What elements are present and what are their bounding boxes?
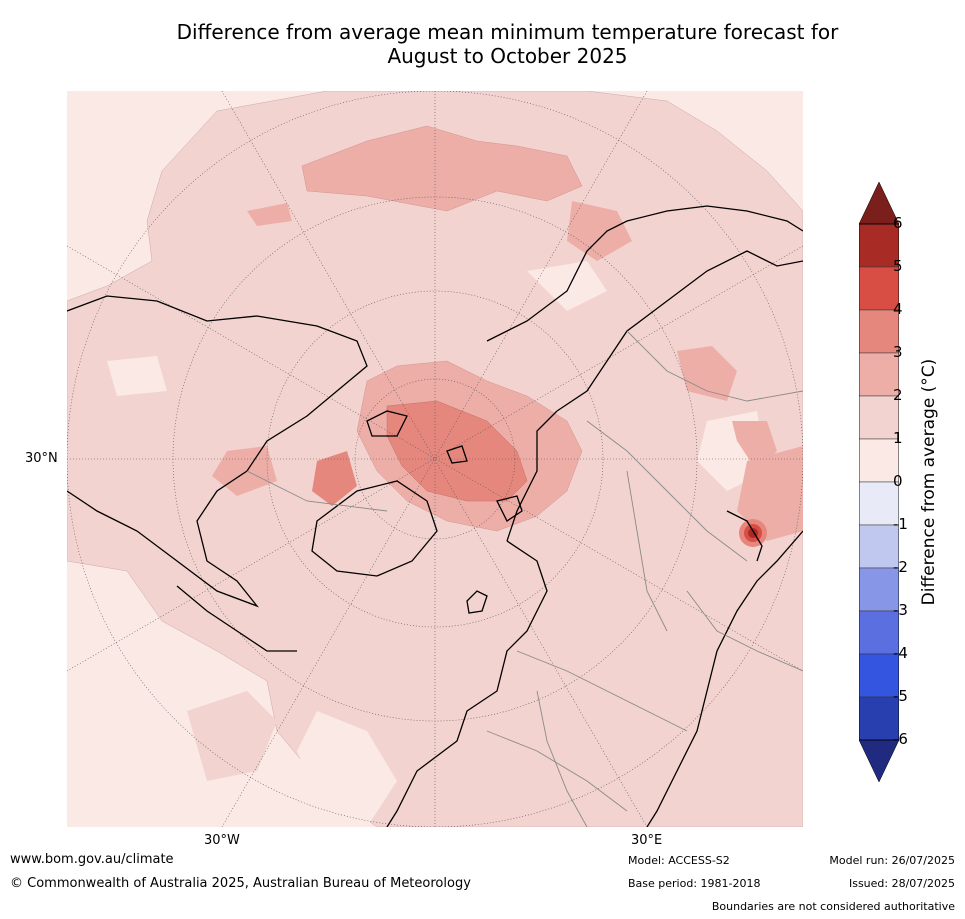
anomaly-band-0-1 [297, 711, 397, 827]
colorbar-tick-label: 3 [893, 343, 903, 361]
anomaly-band-2-3 [677, 346, 737, 401]
base-period-text: Base period: 1981-2018 [628, 877, 761, 890]
issued-text: Issued: 28/07/2025 [848, 877, 955, 890]
lon-label-30w: 30°W [204, 833, 240, 848]
colorbar-tick-label: 0 [893, 472, 903, 490]
colorbar-band [859, 352, 899, 397]
model-run-text: Model run: 26/07/2025 [829, 854, 955, 867]
website-link[interactable]: www.bom.gov.au/climate [10, 852, 174, 867]
colorbar-tick-label: -3 [893, 601, 908, 619]
colorbar-tick-label: -5 [893, 687, 908, 705]
colorbar-tick-label: -1 [893, 515, 908, 533]
disclaimer-text: Boundaries are not considered authoritat… [711, 900, 955, 913]
anomaly-band-1-2 [187, 691, 277, 781]
colorbar-tick-label: -2 [893, 558, 908, 576]
anomaly-band-3-4 [312, 451, 357, 506]
colorbar-tick-label: 6 [893, 214, 903, 232]
colorbar [859, 182, 949, 782]
anomaly-band-2-3 [737, 446, 803, 541]
lon-label-30e: 30°E [631, 833, 663, 848]
anomaly-band-2-3 [567, 201, 632, 261]
map-canvas [67, 91, 803, 827]
anomaly-band-3-4 [386, 400, 528, 502]
colorbar-band [859, 696, 899, 741]
colorbar-tick-label: 4 [893, 300, 903, 318]
colorbar-band [859, 653, 899, 698]
country-borders [246, 330, 803, 827]
anomaly-band-2-3 [301, 125, 583, 212]
colorbar-tick-label: -4 [893, 644, 908, 662]
colorbar-title: Difference from average (°C) [919, 358, 939, 606]
forecast-map[interactable] [67, 91, 803, 827]
colorbar-band [859, 481, 899, 526]
title-line-1: Difference from average mean minimum tem… [176, 20, 839, 44]
coastlines [67, 205, 803, 827]
colorbar-tick-label: 1 [893, 429, 903, 447]
colorbar-tick-label: 2 [893, 386, 903, 404]
colorbar-tick-label: 5 [893, 257, 903, 275]
graticule [67, 91, 803, 827]
colorbar-frame [859, 223, 899, 741]
chart-title: Difference from average mean minimum tem… [60, 20, 955, 68]
copyright-text: © Commonwealth of Australia 2025, Austra… [10, 876, 471, 891]
colorbar-graphic [859, 182, 899, 782]
colorbar-band [859, 524, 899, 569]
lat-label-30n: 30°N [25, 451, 58, 466]
anomaly-band-0-1 [527, 261, 607, 311]
anomaly-band-0-1 [107, 356, 167, 396]
model-text: Model: ACCESS-S2 [628, 854, 730, 867]
anomaly-band-2-3 [247, 203, 292, 226]
colorbar-tick-label: -6 [893, 730, 908, 748]
colorbar-band [859, 567, 899, 612]
title-line-2: August to October 2025 [387, 44, 628, 68]
colorbar-band [859, 395, 899, 440]
